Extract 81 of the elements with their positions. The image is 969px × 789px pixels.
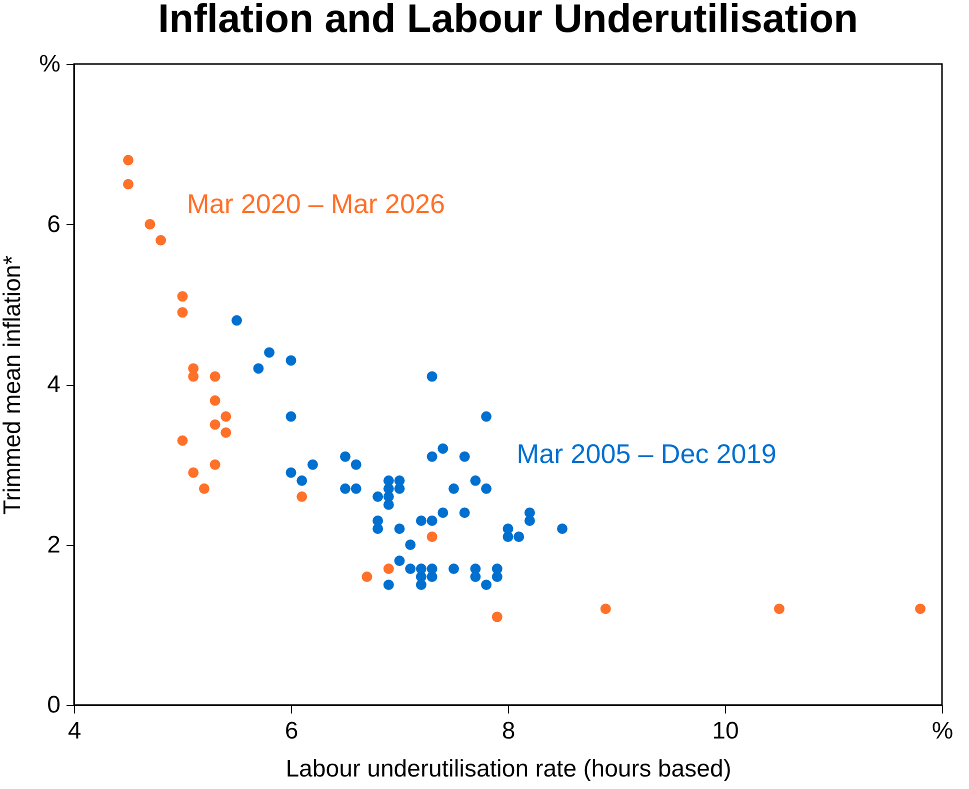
point	[177, 291, 188, 302]
point	[286, 355, 296, 366]
point	[123, 154, 134, 166]
point	[383, 580, 394, 590]
series-label: Mar 2005 – Dec 2019	[516, 439, 776, 470]
point	[915, 604, 926, 614]
point	[188, 467, 199, 478]
point	[492, 612, 502, 622]
point	[524, 515, 535, 526]
point	[394, 523, 405, 534]
point	[286, 467, 296, 478]
point	[448, 564, 459, 574]
point	[502, 532, 514, 542]
point	[307, 459, 318, 470]
point	[144, 219, 156, 230]
x-tick-label: %	[932, 718, 954, 744]
point	[438, 443, 448, 454]
point	[470, 572, 481, 582]
point	[394, 556, 405, 566]
point	[296, 475, 308, 486]
x-tick-label: 10	[712, 718, 739, 744]
point	[210, 371, 220, 382]
point	[253, 363, 264, 374]
point	[188, 371, 199, 382]
point	[438, 507, 448, 518]
point	[362, 572, 372, 582]
point	[372, 523, 384, 534]
y-tick-label: %	[39, 50, 60, 78]
chart-title: Inflation and Labour Underutilisation	[158, 0, 858, 41]
point	[210, 419, 220, 430]
point	[416, 515, 426, 526]
point	[123, 178, 134, 190]
point	[459, 451, 470, 462]
point	[383, 564, 394, 574]
point	[232, 315, 242, 326]
y-tick-label: 0	[47, 692, 60, 718]
point	[514, 532, 524, 542]
x-tick-label: 8	[502, 718, 516, 744]
y-tick-label: 2	[47, 531, 60, 558]
point	[383, 499, 394, 510]
point	[426, 371, 438, 382]
point	[774, 604, 784, 614]
point	[405, 564, 416, 574]
point	[426, 451, 438, 462]
point	[372, 491, 384, 502]
point	[470, 475, 481, 486]
x-tick-label: 4	[68, 718, 82, 744]
point	[264, 347, 275, 358]
point	[296, 491, 308, 502]
point	[286, 411, 296, 422]
point	[394, 483, 405, 494]
point	[557, 523, 568, 534]
point	[448, 483, 459, 494]
point	[600, 604, 611, 614]
point	[156, 235, 166, 246]
point	[210, 459, 220, 470]
point	[492, 572, 502, 582]
point	[481, 411, 492, 422]
y-axis-title: Trimmed mean inflation*	[0, 255, 26, 515]
x-tick-label: 6	[284, 718, 298, 744]
point	[350, 459, 362, 470]
point	[177, 435, 188, 446]
point	[426, 572, 438, 582]
point	[405, 540, 416, 550]
point	[198, 483, 210, 494]
point	[210, 395, 220, 406]
point	[177, 307, 188, 318]
point	[481, 580, 492, 590]
point	[340, 451, 350, 462]
point	[459, 507, 470, 518]
point	[220, 411, 232, 422]
y-tick-label: 6	[47, 210, 60, 238]
point	[416, 580, 426, 590]
point	[426, 532, 438, 542]
point	[220, 427, 232, 438]
point	[426, 515, 438, 526]
point	[340, 483, 350, 494]
series-label: Mar 2020 – Mar 2026	[186, 189, 445, 220]
point	[350, 483, 362, 494]
y-tick-label: 4	[47, 371, 60, 398]
point	[481, 483, 492, 494]
